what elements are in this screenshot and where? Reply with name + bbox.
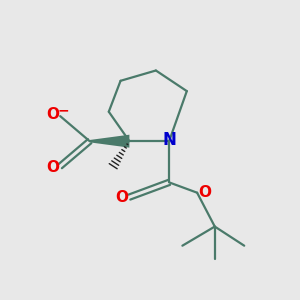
Text: O: O [198,185,211,200]
Text: −: − [57,104,69,118]
Polygon shape [90,135,129,148]
Text: O: O [46,107,59,122]
Text: O: O [46,160,59,175]
Text: N: N [162,131,176,149]
Text: O: O [116,190,128,205]
